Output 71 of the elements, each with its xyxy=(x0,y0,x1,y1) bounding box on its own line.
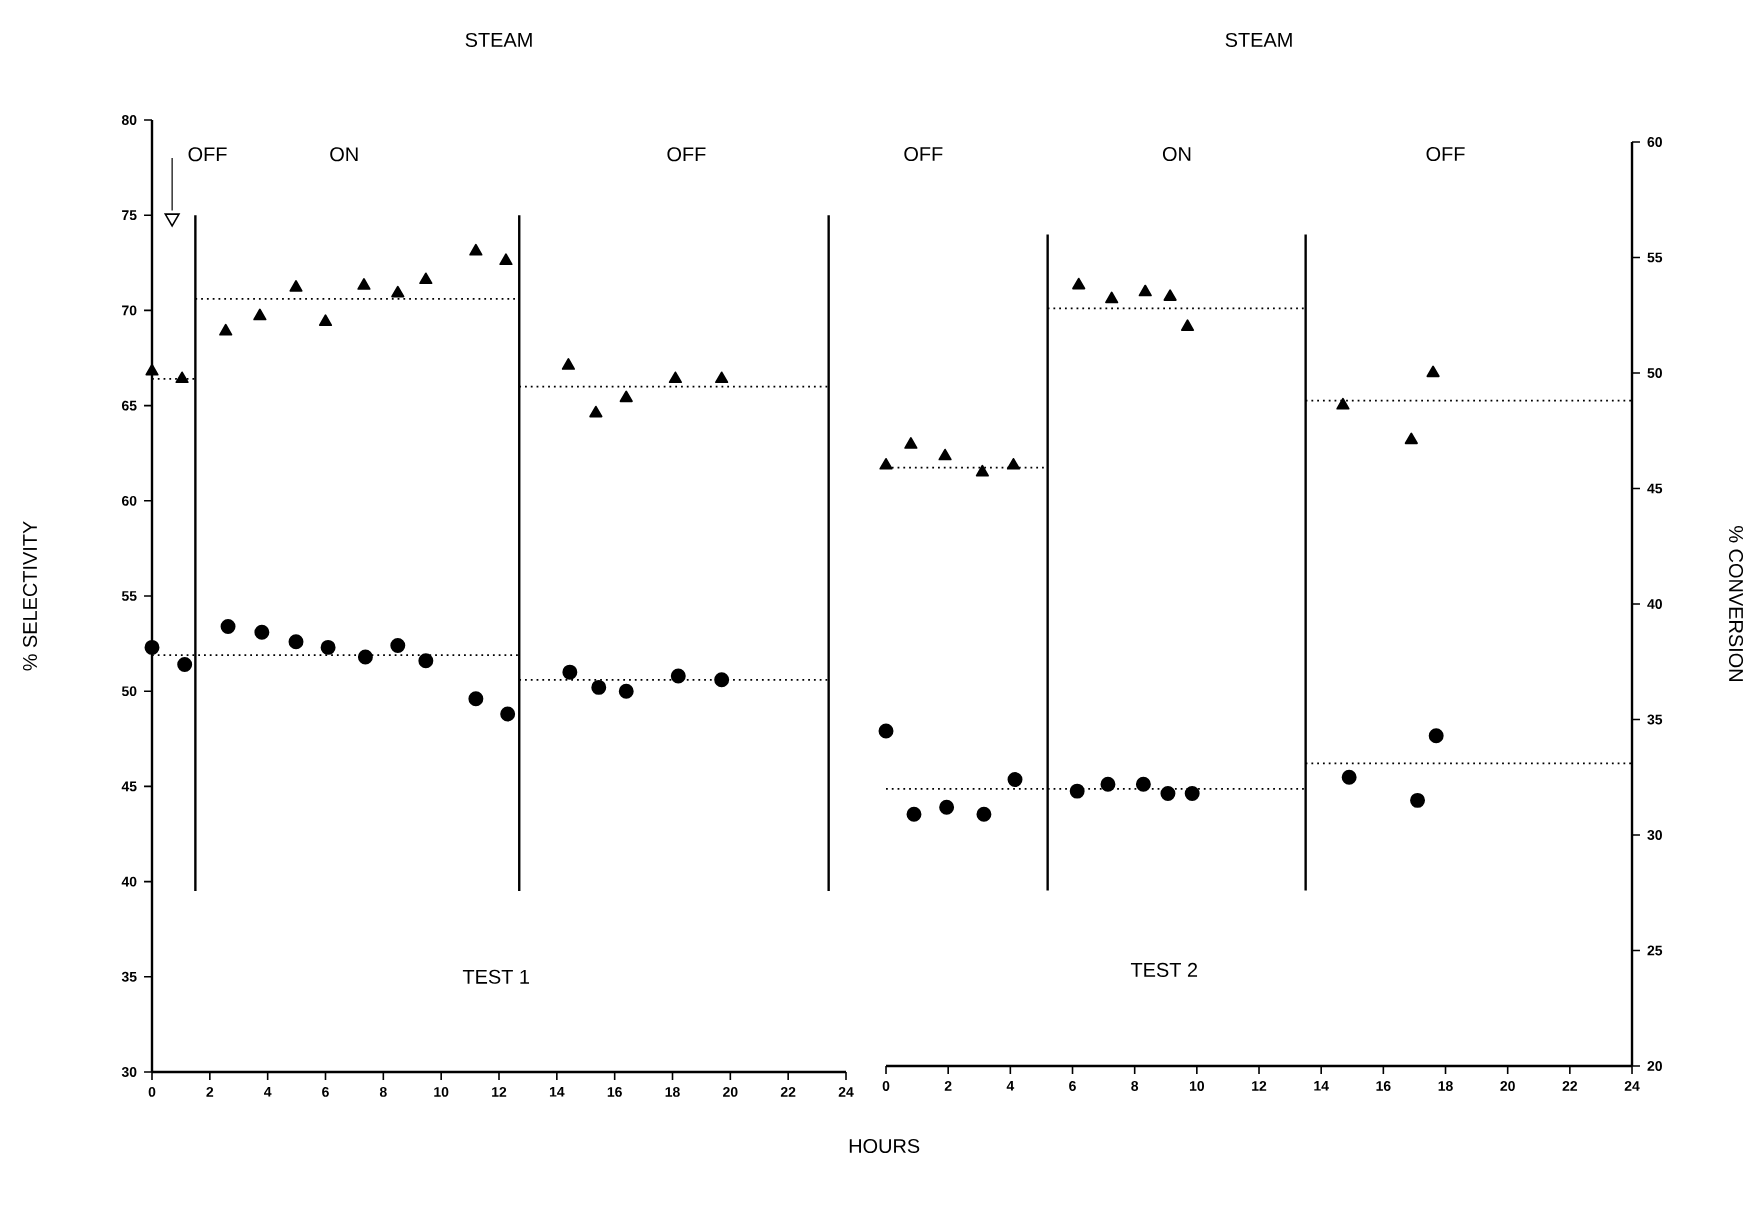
point xyxy=(499,253,513,266)
point xyxy=(357,278,371,290)
point xyxy=(618,683,634,699)
point xyxy=(288,634,304,650)
point xyxy=(1105,291,1119,304)
annotation: OFF xyxy=(904,146,943,162)
point xyxy=(879,457,893,470)
point xyxy=(619,390,633,403)
point xyxy=(1007,772,1023,788)
point xyxy=(419,272,433,285)
point xyxy=(390,638,406,653)
point xyxy=(469,243,483,256)
point xyxy=(1135,776,1151,792)
point xyxy=(878,723,894,739)
point xyxy=(468,691,484,707)
point xyxy=(177,657,193,673)
point xyxy=(1184,785,1200,801)
point xyxy=(975,464,989,477)
annotation: TEST 1 xyxy=(462,969,530,984)
point xyxy=(418,653,434,669)
chart-title: STEAM xyxy=(1225,32,1292,47)
annotation: OFF xyxy=(188,147,227,162)
point xyxy=(1341,769,1357,785)
point xyxy=(562,664,578,680)
point xyxy=(144,639,160,655)
annotation: OFF xyxy=(1426,146,1465,162)
point xyxy=(714,672,730,688)
point xyxy=(1138,284,1152,297)
x-axis-title: HOURS xyxy=(849,1138,920,1154)
point xyxy=(1404,432,1418,445)
point xyxy=(589,405,603,418)
point xyxy=(289,280,303,292)
y-axis-title: % SELECTIVITY xyxy=(22,521,38,671)
annotation: ON xyxy=(1162,146,1191,162)
point xyxy=(1428,728,1444,744)
point xyxy=(1426,365,1440,378)
point xyxy=(561,358,575,370)
y2-axis-title: % CONVERSION xyxy=(1728,526,1744,681)
point xyxy=(500,706,516,722)
point xyxy=(145,363,159,376)
point xyxy=(320,639,336,655)
point xyxy=(1069,783,1085,799)
point xyxy=(1410,792,1426,808)
point xyxy=(668,371,682,384)
point xyxy=(1100,776,1116,792)
point xyxy=(670,668,686,684)
point xyxy=(1072,277,1086,290)
point xyxy=(175,371,189,384)
point xyxy=(220,618,236,634)
point xyxy=(391,285,405,298)
point xyxy=(939,799,955,815)
point xyxy=(591,679,607,695)
point xyxy=(976,806,992,822)
point xyxy=(1336,397,1350,410)
point xyxy=(253,308,267,321)
point xyxy=(318,314,333,326)
point xyxy=(1180,319,1195,331)
point xyxy=(938,448,952,461)
point xyxy=(906,806,922,822)
point xyxy=(1006,457,1021,470)
point xyxy=(219,323,233,336)
annotation: ON xyxy=(330,147,358,162)
point xyxy=(357,649,373,665)
point xyxy=(1163,289,1177,301)
point xyxy=(1160,785,1176,801)
point xyxy=(715,371,729,384)
point xyxy=(904,437,918,449)
chart-title: STEAM xyxy=(465,32,532,47)
annotation: TEST 2 xyxy=(1130,962,1198,977)
annotation: OFF xyxy=(667,147,706,162)
point xyxy=(254,624,270,640)
